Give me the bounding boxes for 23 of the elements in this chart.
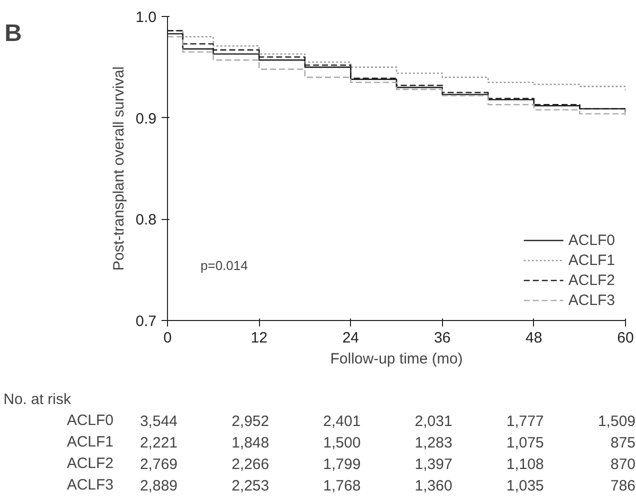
x-axis-title: Follow-up time (mo) xyxy=(330,350,463,368)
y-tick-label: 0.8 xyxy=(136,212,157,229)
y-tick-label: 1.0 xyxy=(136,9,157,26)
y-tick-label: 0.7 xyxy=(136,313,157,330)
x-tick-label: 36 xyxy=(434,330,451,346)
x-tick-label: 24 xyxy=(342,330,360,346)
text: ACLF2 2,769 2,266 1,799 1,397 1,108 870 xyxy=(66,455,636,473)
y-tick-label: 0.9 xyxy=(136,110,157,128)
text: ACLF0 3,544 2,952 2,401 2,031 1,777 1,509 xyxy=(66,412,636,430)
text: ACLF1 2,221 1,848 1,500 1,283 1,075 875 xyxy=(66,434,636,452)
x-tick-label: 48 xyxy=(526,330,542,346)
x-tick-label: 60 xyxy=(617,330,634,346)
x-tick-label: 12 xyxy=(250,330,268,346)
y-axis-title: Post-transplant overall survival xyxy=(110,66,128,271)
legend-label: ACLF0 xyxy=(568,232,615,248)
text: No. at risk xyxy=(4,391,72,408)
text: ACLF3 2,889 2,253 1,768 1,360 1,035 786 xyxy=(66,476,636,494)
legend-label: ACLF2 xyxy=(568,272,615,288)
legend-label: ACLF3 xyxy=(568,292,615,308)
annotation: p=0.014 xyxy=(200,258,248,273)
text: B xyxy=(4,20,22,48)
legend-label: ACLF1 xyxy=(568,252,615,268)
x-tick-label: 0 xyxy=(163,330,172,346)
